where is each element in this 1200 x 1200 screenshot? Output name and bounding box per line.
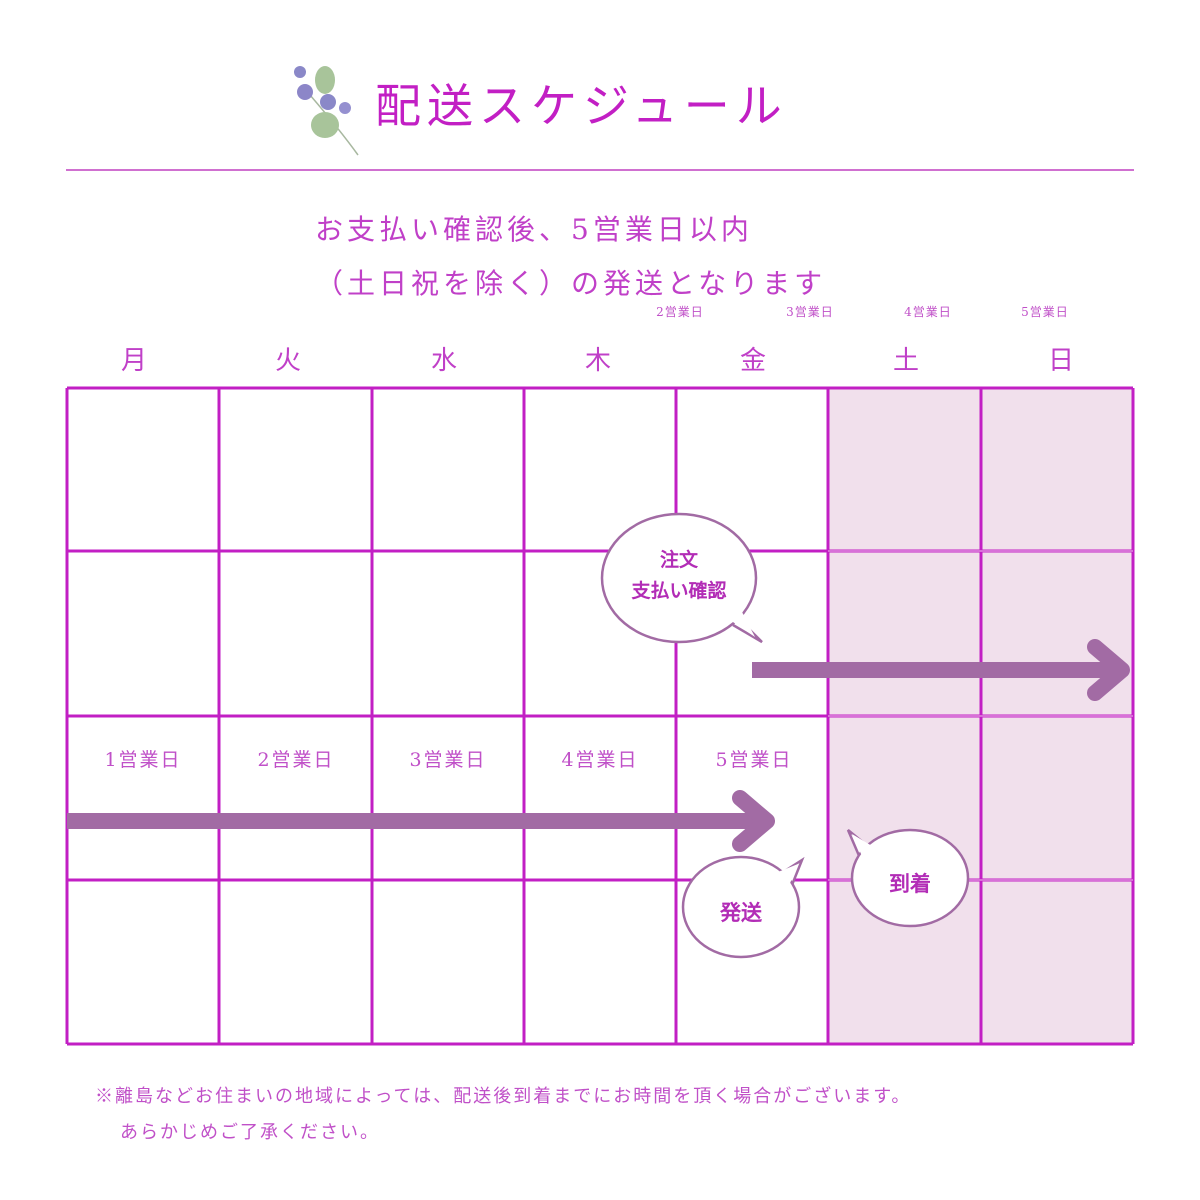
cell-business-day: 1営業日 xyxy=(104,749,181,771)
weekday-sun: 日 xyxy=(1047,346,1074,376)
cell-business-day: 2営業日 xyxy=(257,749,334,771)
weekday-tue: 火 xyxy=(274,346,301,376)
arrow-business-days xyxy=(67,790,775,852)
top-business-day: 5営業日 xyxy=(1021,305,1069,319)
order-bubble: 注文 支払い確認 xyxy=(600,512,763,644)
page-title: 配送スケジュール xyxy=(375,79,788,133)
title-divider xyxy=(66,169,1134,171)
arrow-weekend xyxy=(752,639,1130,701)
weekday-thu: 木 xyxy=(584,346,611,376)
weekday-fri: 金 xyxy=(739,346,766,376)
cell-business-day: 3営業日 xyxy=(409,749,486,771)
weekday-wed: 水 xyxy=(430,346,457,376)
arrive-bubble: 到着 xyxy=(846,828,970,928)
note-line2: あらかじめご了承ください。 xyxy=(120,1122,380,1143)
order-bubble-line1: 注文 xyxy=(660,548,699,571)
cell-business-day: 5営業日 xyxy=(715,749,792,771)
arrive-bubble-label: 到着 xyxy=(889,872,931,896)
weekday-sat: 土 xyxy=(892,346,919,376)
subtitle-line2: （土日祝を除く）の発送となります xyxy=(315,267,827,300)
order-bubble-line2: 支払い確認 xyxy=(630,579,726,602)
top-business-day: 3営業日 xyxy=(786,305,834,319)
weekday-mon: 月 xyxy=(120,346,147,376)
ship-bubble-label: 発送 xyxy=(719,901,763,925)
top-business-day: 4営業日 xyxy=(904,305,952,319)
cell-business-day: 4営業日 xyxy=(561,749,638,771)
subtitle-line1: お支払い確認後、5営業日以内 xyxy=(315,213,753,246)
note-line1: ※離島などお住まいの地域によっては、配送後到着までにお時間を頂く場合がございます… xyxy=(95,1086,912,1107)
ship-bubble: 発送 xyxy=(681,855,805,959)
top-business-day: 2営業日 xyxy=(656,305,704,319)
